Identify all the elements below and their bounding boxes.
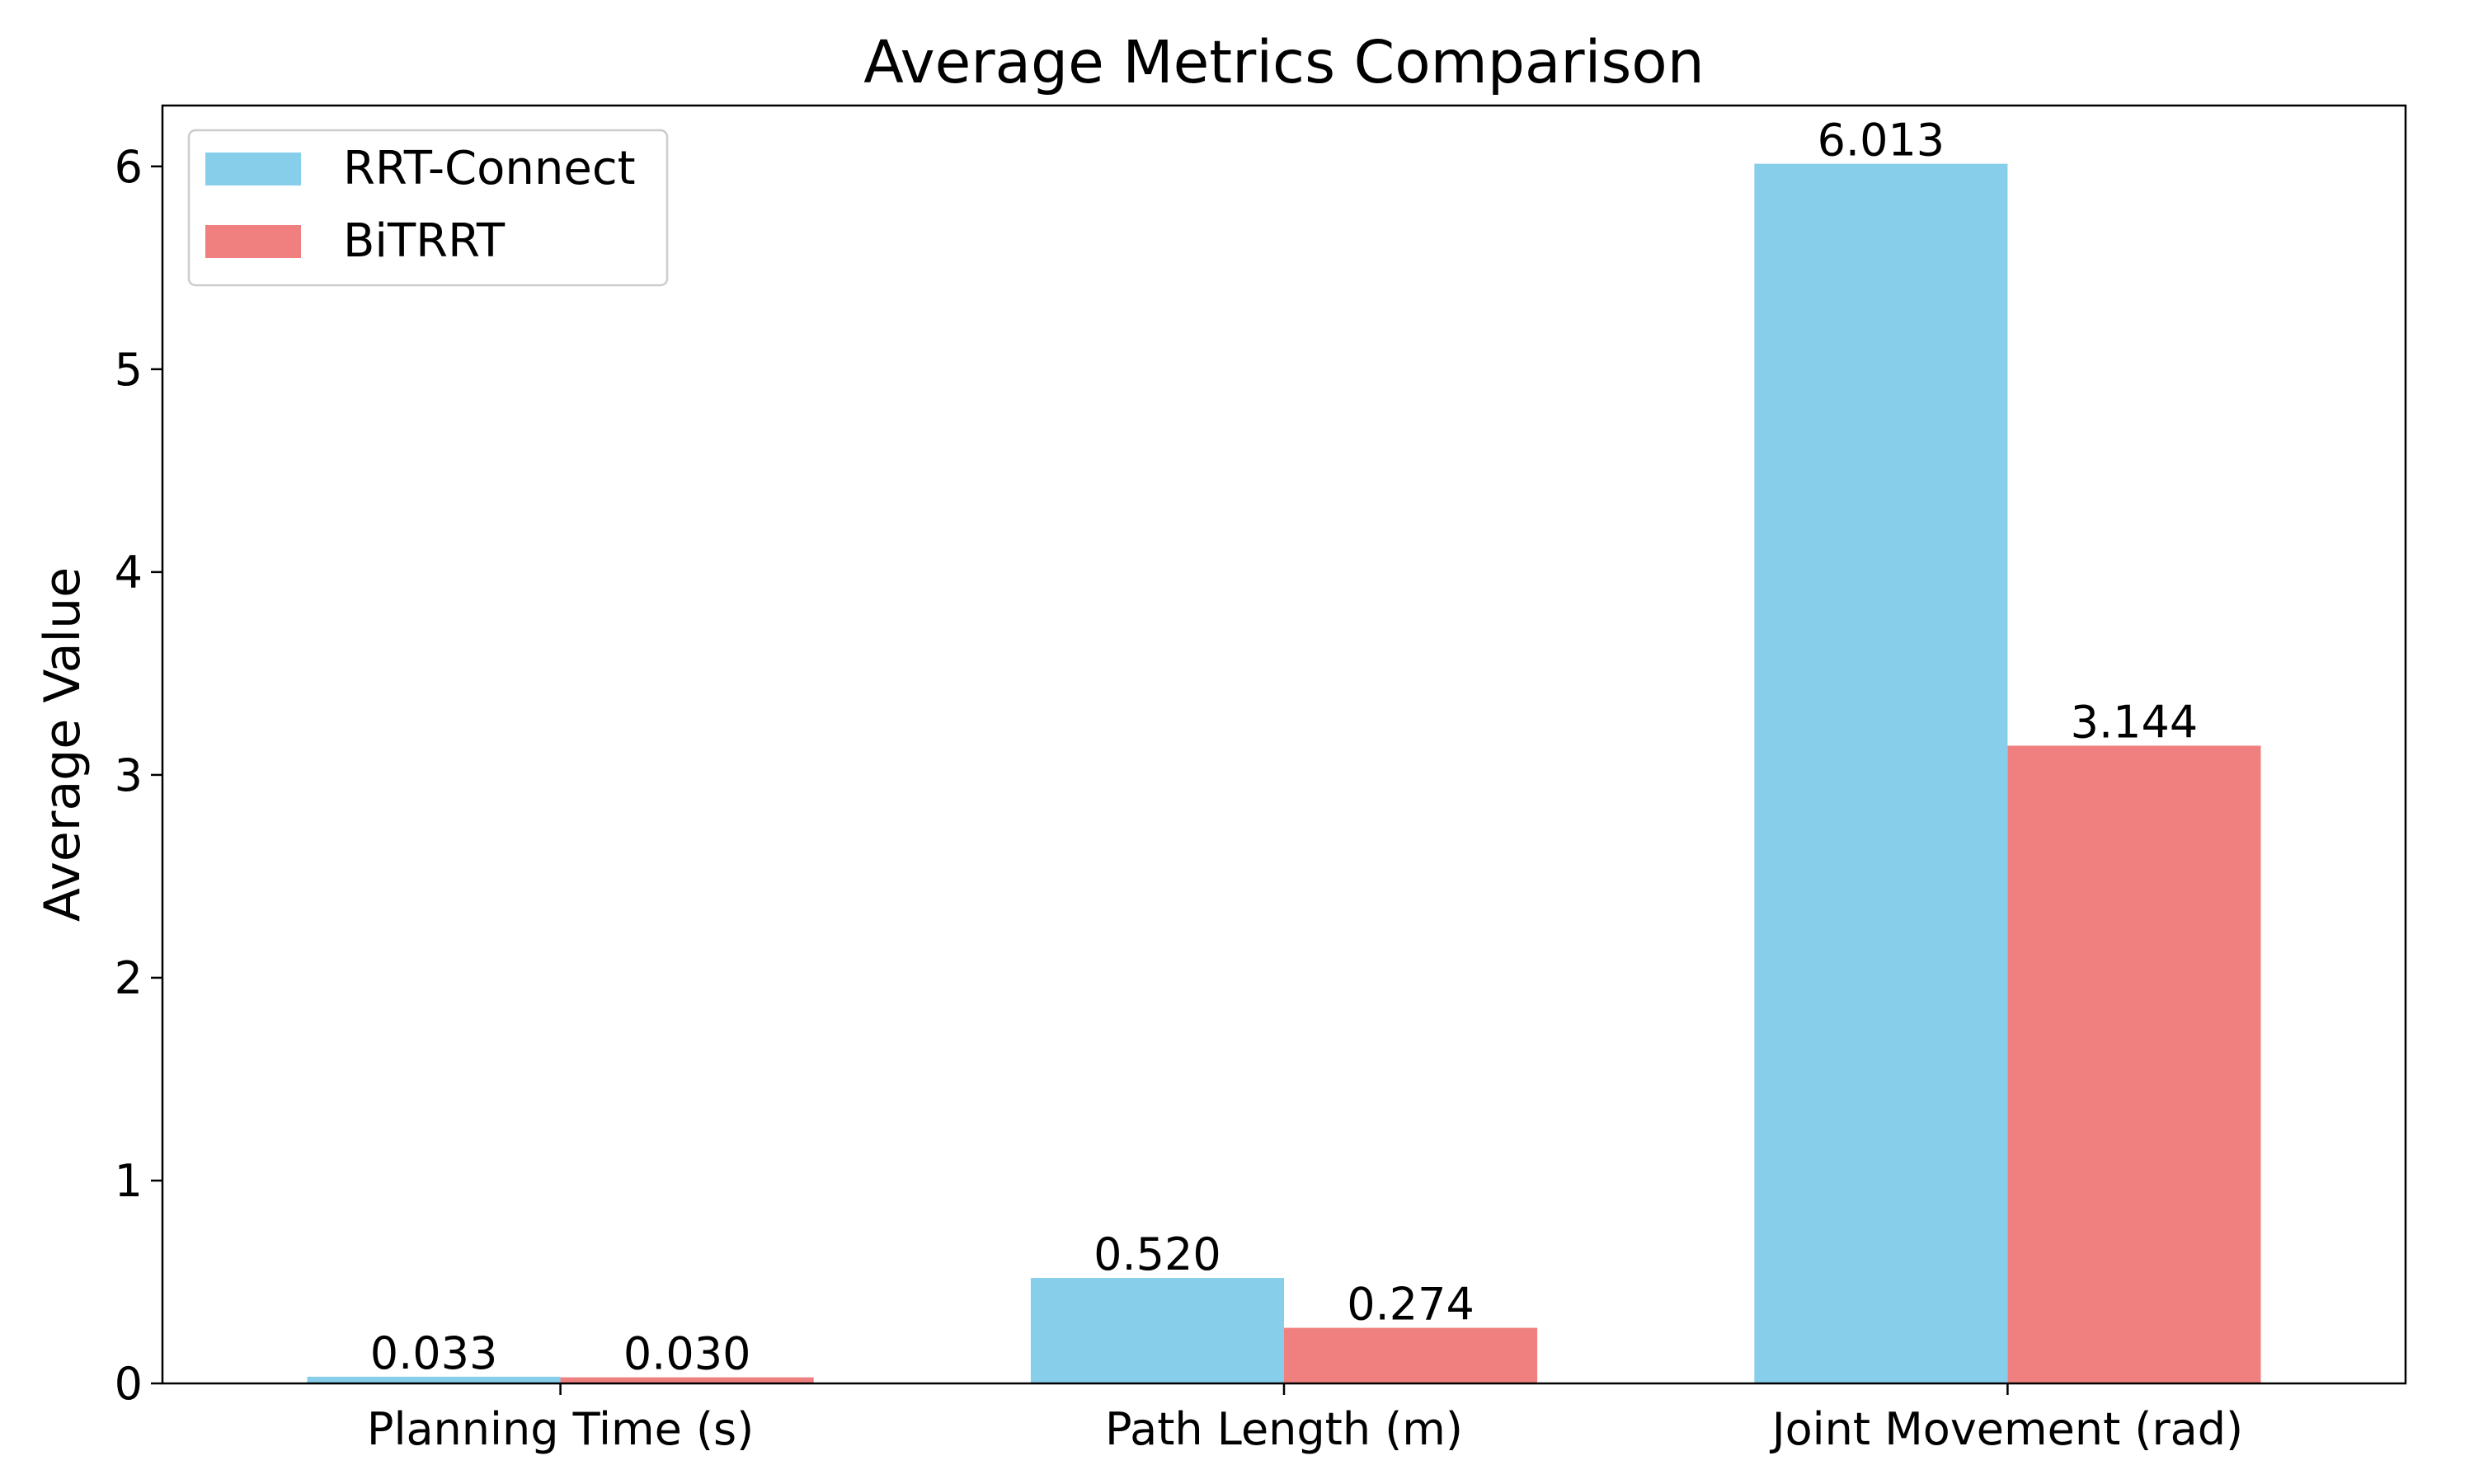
bar-rrt-connect-1 <box>1030 1278 1284 1383</box>
bar-bitrrt-1 <box>1284 1327 1538 1383</box>
y-tick-label: 6 <box>115 141 143 193</box>
data-label: 0.030 <box>623 1328 751 1380</box>
y-tick-label: 2 <box>115 952 143 1004</box>
legend-swatch <box>205 153 301 186</box>
data-labels: 0.033 0.030 0.520 0.274 6.013 3.144 <box>370 115 2199 1380</box>
x-tick-label: Path Length (m) <box>1105 1403 1463 1455</box>
legend-label: BiTRRT <box>343 214 506 268</box>
axis-ticks: 0 1 2 3 4 5 6 Planning Time (s) Path Length (m) J… <box>115 141 2243 1455</box>
bar-bitrrt-0 <box>560 1377 814 1383</box>
y-tick-label: 3 <box>115 749 143 801</box>
legend-swatch <box>205 225 301 258</box>
legend-label: RRT-Connect <box>343 142 636 195</box>
y-tick-label: 4 <box>115 547 143 599</box>
bar-rrt-connect-0 <box>307 1376 561 1383</box>
legend: RRT-Connect BiTRRT <box>187 129 669 287</box>
bars <box>307 163 2261 1384</box>
legend-box <box>187 129 669 287</box>
y-axis-label: Average Value <box>34 567 92 922</box>
x-tick-label: Joint Movement (rad) <box>1770 1403 2243 1455</box>
data-label: 6.013 <box>1818 115 1945 167</box>
data-label: 0.033 <box>370 1327 498 1379</box>
bar-rrt-connect-2 <box>1754 163 2008 1384</box>
data-label: 3.144 <box>2071 696 2199 748</box>
data-label: 0.520 <box>1094 1228 1221 1280</box>
y-tick-label: 5 <box>115 344 143 396</box>
chart-title: Average Metrics Comparison <box>863 28 1705 96</box>
plot-frame <box>161 104 2407 1385</box>
data-label: 0.274 <box>1347 1279 1475 1331</box>
y-tick-label: 1 <box>115 1155 143 1207</box>
x-tick-label: Planning Time (s) <box>367 1403 754 1455</box>
bar-bitrrt-2 <box>2007 745 2261 1383</box>
y-tick-label: 0 <box>115 1358 143 1410</box>
